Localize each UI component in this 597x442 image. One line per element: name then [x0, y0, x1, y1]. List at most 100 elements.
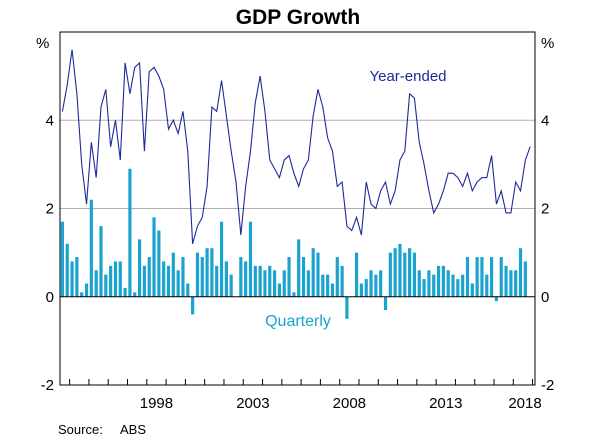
quarterly-bar — [224, 261, 228, 297]
quarterly-bar — [215, 265, 219, 297]
quarterly-bar — [75, 257, 79, 297]
y-tick-label-right: -2 — [541, 377, 554, 394]
quarterly-bar — [345, 296, 349, 319]
quarterly-bar — [157, 230, 161, 297]
quarterly-bar — [398, 243, 402, 297]
quarterly-bar — [128, 168, 132, 297]
quarterly-bar — [432, 274, 436, 297]
quarterly-bar — [461, 274, 465, 297]
series-label-quarterly: Quarterly — [265, 313, 331, 330]
quarterly-bar — [195, 252, 200, 297]
quarterly-bar — [330, 283, 335, 297]
quarterly-bar — [393, 248, 397, 297]
quarterly-bar — [485, 274, 489, 297]
quarterly-bar — [446, 270, 450, 297]
quarterly-bar — [369, 270, 373, 297]
quarterly-bar — [123, 287, 127, 297]
quarterly-bar — [374, 274, 378, 297]
quarterly-bar — [181, 257, 185, 297]
x-tick-label: 2008 — [333, 395, 366, 412]
y-tick-label-left: 0 — [46, 289, 54, 306]
quarterly-bar — [441, 265, 445, 297]
y-tick-label-right: 4 — [541, 112, 549, 129]
quarterly-bar — [340, 265, 344, 297]
quarterly-bar — [104, 274, 108, 297]
quarterly-bar — [277, 283, 281, 297]
quarterly-bar — [89, 199, 93, 297]
y-tick-label-left: -2 — [41, 377, 54, 394]
quarterly-bar — [109, 265, 113, 297]
quarterly-bar — [137, 239, 142, 297]
quarterly-bar — [311, 248, 315, 297]
quarterly-bar — [335, 257, 339, 297]
quarterly-bar — [113, 261, 118, 297]
x-tick-label: 2018 — [508, 395, 541, 412]
quarterly-bar — [162, 261, 166, 297]
quarterly-bar — [200, 257, 204, 297]
quarterly-bar — [253, 265, 257, 297]
quarterly-bar — [65, 243, 69, 297]
quarterly-bar — [191, 296, 195, 315]
quarterly-bar — [99, 226, 103, 297]
quarterly-bar — [480, 257, 484, 297]
year-ended-line — [61, 49, 531, 244]
quarterly-bar — [60, 221, 64, 297]
plot-border — [59, 31, 536, 386]
quarterly-bar — [171, 252, 175, 297]
quarterly-bar — [292, 292, 296, 297]
left-axis-unit: % — [36, 35, 49, 52]
quarterly-bar — [268, 265, 272, 297]
quarterly-bar — [359, 283, 363, 297]
quarterly-bar — [451, 274, 455, 297]
quarterly-bar — [456, 279, 460, 297]
quarterly-bar — [152, 217, 156, 297]
quarterly-bar — [287, 257, 291, 297]
quarterly-bar — [321, 274, 325, 297]
quarterly-bar — [388, 252, 392, 297]
quarterly-bar — [427, 270, 431, 297]
quarterly-bar — [417, 270, 421, 297]
quarterly-bar — [490, 257, 494, 297]
quarterly-bar — [301, 257, 306, 297]
quarterly-bar — [70, 261, 74, 297]
quarterly-bar — [84, 283, 89, 297]
quarterly-bar — [470, 283, 474, 297]
quarterly-bar — [514, 270, 518, 297]
quarterly-bar — [205, 248, 209, 297]
quarterly-bar — [263, 270, 267, 297]
quarterly-bar — [403, 252, 407, 297]
right-axis-unit: % — [541, 35, 554, 52]
quarterly-bar — [326, 274, 330, 297]
y-tick-label-left: 2 — [46, 201, 54, 218]
chart-title: GDP Growth — [236, 6, 360, 29]
quarterly-bar — [364, 279, 368, 297]
quarterly-bar — [509, 270, 513, 297]
quarterly-bar — [518, 248, 523, 297]
quarterly-bars — [60, 168, 527, 319]
quarterly-bar — [494, 296, 499, 302]
x-tick-label: 2013 — [429, 395, 462, 412]
plot-frame — [59, 31, 536, 386]
quarterly-bar — [306, 270, 310, 297]
y-tick-labels: -2 -2 0 0 2 2 4 4 — [41, 112, 555, 394]
quarterly-bar — [297, 239, 301, 297]
quarterly-bar — [475, 257, 479, 297]
quarterly-bar — [133, 292, 137, 297]
quarterly-bar — [436, 265, 441, 297]
y-tick-label-right: 2 — [541, 201, 549, 218]
y-tick-label-left: 4 — [46, 112, 54, 129]
quarterly-bar — [499, 257, 503, 297]
quarterly-bar — [465, 257, 470, 297]
x-tick-label: 2003 — [236, 395, 269, 412]
quarterly-bar — [229, 274, 233, 297]
quarterly-bar — [186, 283, 190, 297]
quarterly-bar — [422, 279, 426, 297]
y-tick-label-right: 0 — [541, 289, 549, 306]
x-tick-labels: 1998 2003 2008 2013 2018 — [69, 379, 542, 412]
gridlines — [60, 119, 535, 209]
quarterly-bar — [523, 261, 527, 297]
quarterly-bar — [118, 261, 122, 297]
quarterly-bar — [80, 292, 84, 297]
quarterly-bar — [383, 296, 388, 310]
